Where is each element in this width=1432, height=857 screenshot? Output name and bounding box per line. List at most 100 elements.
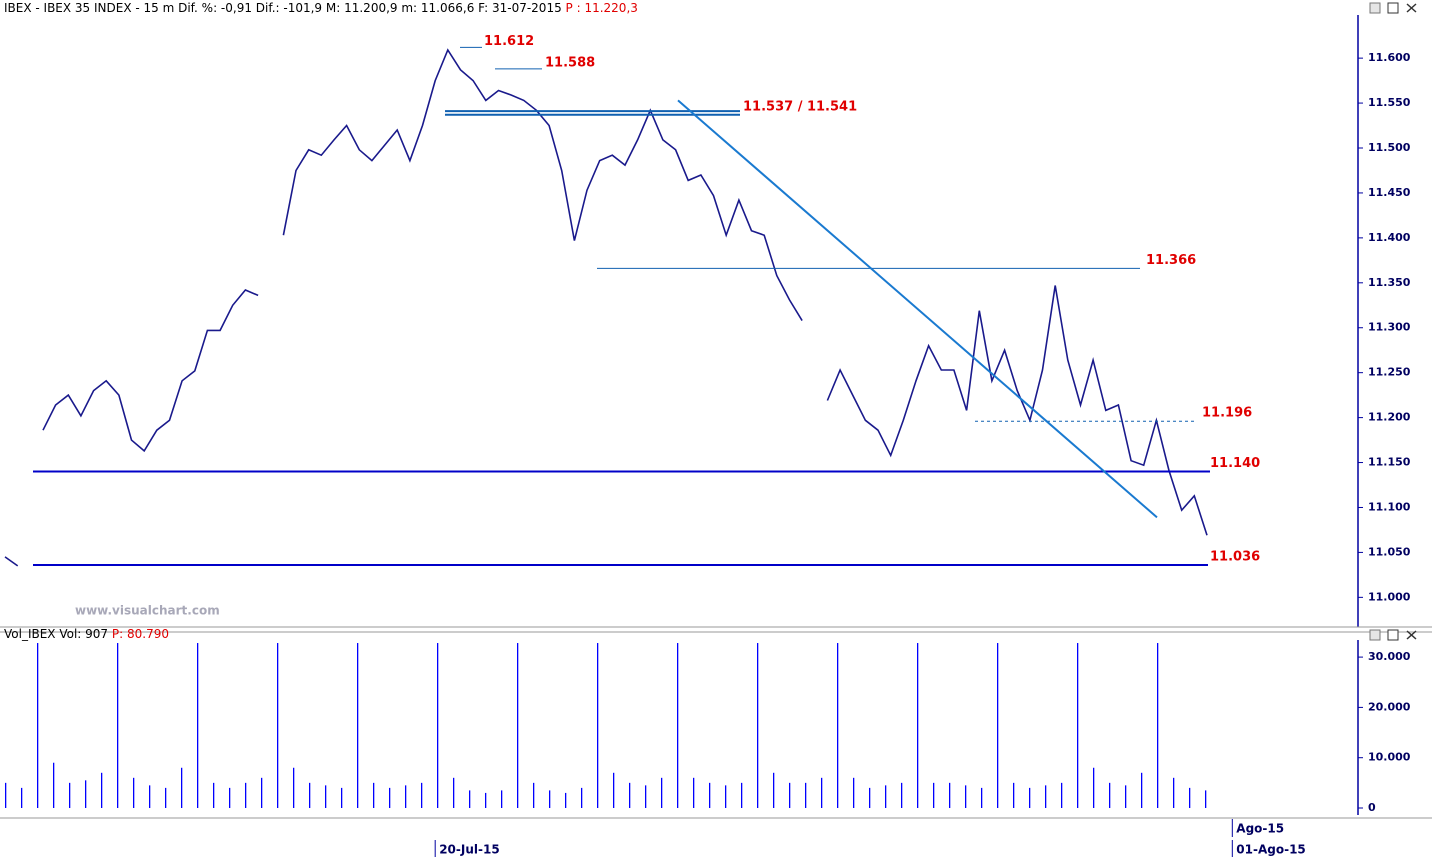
volume-bar [261, 777, 263, 808]
volume-bar [885, 785, 887, 808]
volume-bar [757, 643, 759, 808]
volume-bar [197, 643, 199, 808]
volume-bar [309, 782, 311, 808]
volume-bar [165, 787, 167, 808]
price-line [4, 48, 1208, 567]
volume-bar [949, 782, 951, 808]
volume-bar [5, 782, 7, 808]
maximize-button[interactable] [1387, 2, 1399, 14]
volume-bar [1077, 643, 1079, 808]
volume-bar [661, 777, 663, 808]
trend-line [677, 99, 1158, 519]
volume-bar [517, 643, 519, 808]
volume-bar [565, 792, 567, 808]
volume-bar [629, 782, 631, 808]
y-tick-label: 11.200 [1368, 411, 1411, 424]
volume-bar [1205, 790, 1207, 808]
volume-bar [389, 787, 391, 808]
volume-bar [837, 643, 839, 808]
volume-bar [901, 782, 903, 808]
volume-bar [1189, 787, 1191, 808]
y-tick-label: 11.150 [1368, 456, 1411, 469]
window-buttons[interactable] [1369, 2, 1417, 641]
volume-bar [1173, 777, 1175, 808]
volume-bar [277, 643, 279, 808]
volume-bar [421, 782, 423, 808]
volume-bar [53, 762, 55, 808]
price-header: IBEX - IBEX 35 INDEX - 15 m Dif. %: -0,9… [4, 1, 638, 15]
y-tick-label: 0 [1368, 801, 1376, 814]
volume-bar [869, 787, 871, 808]
close-button[interactable] [1406, 630, 1417, 640]
volume-bar [101, 772, 103, 808]
close-button[interactable] [1406, 3, 1417, 13]
volume-bar [293, 767, 295, 808]
minimize-button[interactable] [1369, 2, 1381, 14]
volume-header: Vol_IBEX Vol: 907 P: 80.790 [4, 627, 169, 641]
level-label: 11.612 [484, 34, 534, 49]
volume-bar [357, 643, 359, 808]
volume-bar [853, 777, 855, 808]
volume-bar [485, 792, 487, 808]
header-volume: P: 80.790 [112, 627, 169, 641]
header-text: Vol_IBEX Vol: 907 [4, 627, 108, 641]
y-tick-label: 11.350 [1368, 276, 1411, 289]
volume-bar [805, 782, 807, 808]
watermark: www.visualchart.com [75, 604, 220, 618]
volume-bar [613, 772, 615, 808]
volume-bar [597, 643, 599, 808]
volume-bar [581, 787, 583, 808]
volume-bar [741, 782, 743, 808]
volume-bar [965, 785, 967, 808]
volume-bar [821, 777, 823, 808]
y-tick-label: 11.450 [1368, 186, 1411, 199]
y-tick-label: 10.000 [1368, 751, 1411, 764]
volume-bar [549, 790, 551, 808]
minimize-button[interactable] [1369, 629, 1381, 641]
volume-bar [341, 787, 343, 808]
maximize-button[interactable] [1387, 629, 1399, 641]
volume-bar [453, 777, 455, 808]
volume-bar [373, 782, 375, 808]
volume-bar [933, 782, 935, 808]
volume-bar [1093, 767, 1095, 808]
volume-bar [981, 787, 983, 808]
y-tick-label: 11.400 [1368, 231, 1411, 244]
level-label: 11.196 [1202, 406, 1252, 421]
level-label: 11.588 [545, 55, 595, 70]
volume-bar [709, 782, 711, 808]
y-tick-label: 11.050 [1368, 545, 1411, 558]
volume-bar [69, 782, 71, 808]
volume-bar [21, 787, 23, 808]
volume-bar [213, 782, 215, 808]
volume-bar [725, 785, 727, 808]
volume-bar [37, 643, 39, 808]
volume-bar [85, 780, 87, 808]
y-tick-label: 11.100 [1368, 500, 1411, 513]
volume-bar [501, 790, 503, 808]
volume-bar [1157, 643, 1159, 808]
x-tick-label: 01-Ago-15 [1236, 843, 1305, 857]
level-label: 11.140 [1210, 456, 1260, 471]
header-last-price: P : 11.220,3 [566, 1, 638, 15]
level-label: 11.366 [1146, 253, 1196, 268]
volume-bar [229, 787, 231, 808]
volume-bar [405, 785, 407, 808]
volume-bar [1141, 772, 1143, 808]
volume-bar [1109, 782, 1111, 808]
volume-bar [437, 643, 439, 808]
volume-bar [245, 782, 247, 808]
volume-bar [149, 785, 151, 808]
y-tick-label: 11.250 [1368, 366, 1411, 379]
volume-bar [773, 772, 775, 808]
volume-bar [1125, 785, 1127, 808]
volume-bar [693, 777, 695, 808]
volume-bar [645, 785, 647, 808]
volume-bar [917, 643, 919, 808]
volume-bar [1061, 782, 1063, 808]
y-tick-label: 30.000 [1368, 650, 1411, 663]
y-tick-label: 11.000 [1368, 590, 1411, 603]
volume-bar [533, 782, 535, 808]
